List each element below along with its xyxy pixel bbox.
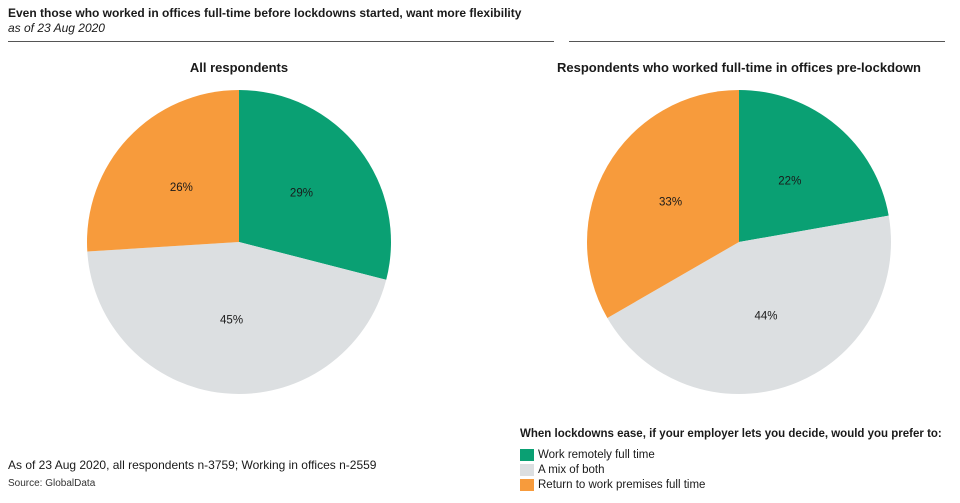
sample-size-footnote: As of 23 Aug 2020, all respondents n-375… [8,458,377,472]
pie-1-label-mix: 44% [755,310,778,322]
pie-1-slice-mix [607,215,891,395]
legend-item-mix: A mix of both [520,462,705,477]
legend-question: When lockdowns ease, if your employer le… [520,428,942,440]
pie-0-slice-return [87,90,240,252]
pie-title-all-respondents: All respondents [189,60,289,75]
pie-1-label-return: 33% [659,197,682,209]
pie-1-slice-remote [739,90,889,242]
chart-subtitle-date: as of 23 Aug 2020 [8,21,105,35]
pie-0-label-return: 26% [170,182,193,194]
legend-swatch-mix [520,463,534,476]
legend-item-return: Return to work premises full time [520,477,705,492]
legend-label-mix: A mix of both [538,463,605,476]
title-rule-right [569,41,945,42]
legend-label-return: Return to work premises full time [538,478,706,491]
legend: Work remotely full time A mix of both Re… [520,447,705,492]
pie-0-slice-remote [239,90,391,280]
legend-item-remote: Work remotely full time [520,447,705,462]
pie-0-slice-mix [87,242,387,394]
legend-swatch-remote [520,448,534,461]
source-note: Source: GlobalData [8,478,96,489]
pie-title-office-workers: Respondents who worked full-time in offi… [556,60,922,75]
pie-0-label-mix: 45% [220,315,243,327]
title-rule-left [8,41,554,42]
pie-1-label-remote: 22% [778,175,801,187]
chart-title-main: Even those who worked in offices full-ti… [8,6,522,20]
pie-0-label-remote: 29% [290,188,313,200]
legend-swatch-return [520,478,534,491]
pie-1-slice-return [586,89,739,318]
legend-label-remote: Work remotely full time [538,448,655,461]
